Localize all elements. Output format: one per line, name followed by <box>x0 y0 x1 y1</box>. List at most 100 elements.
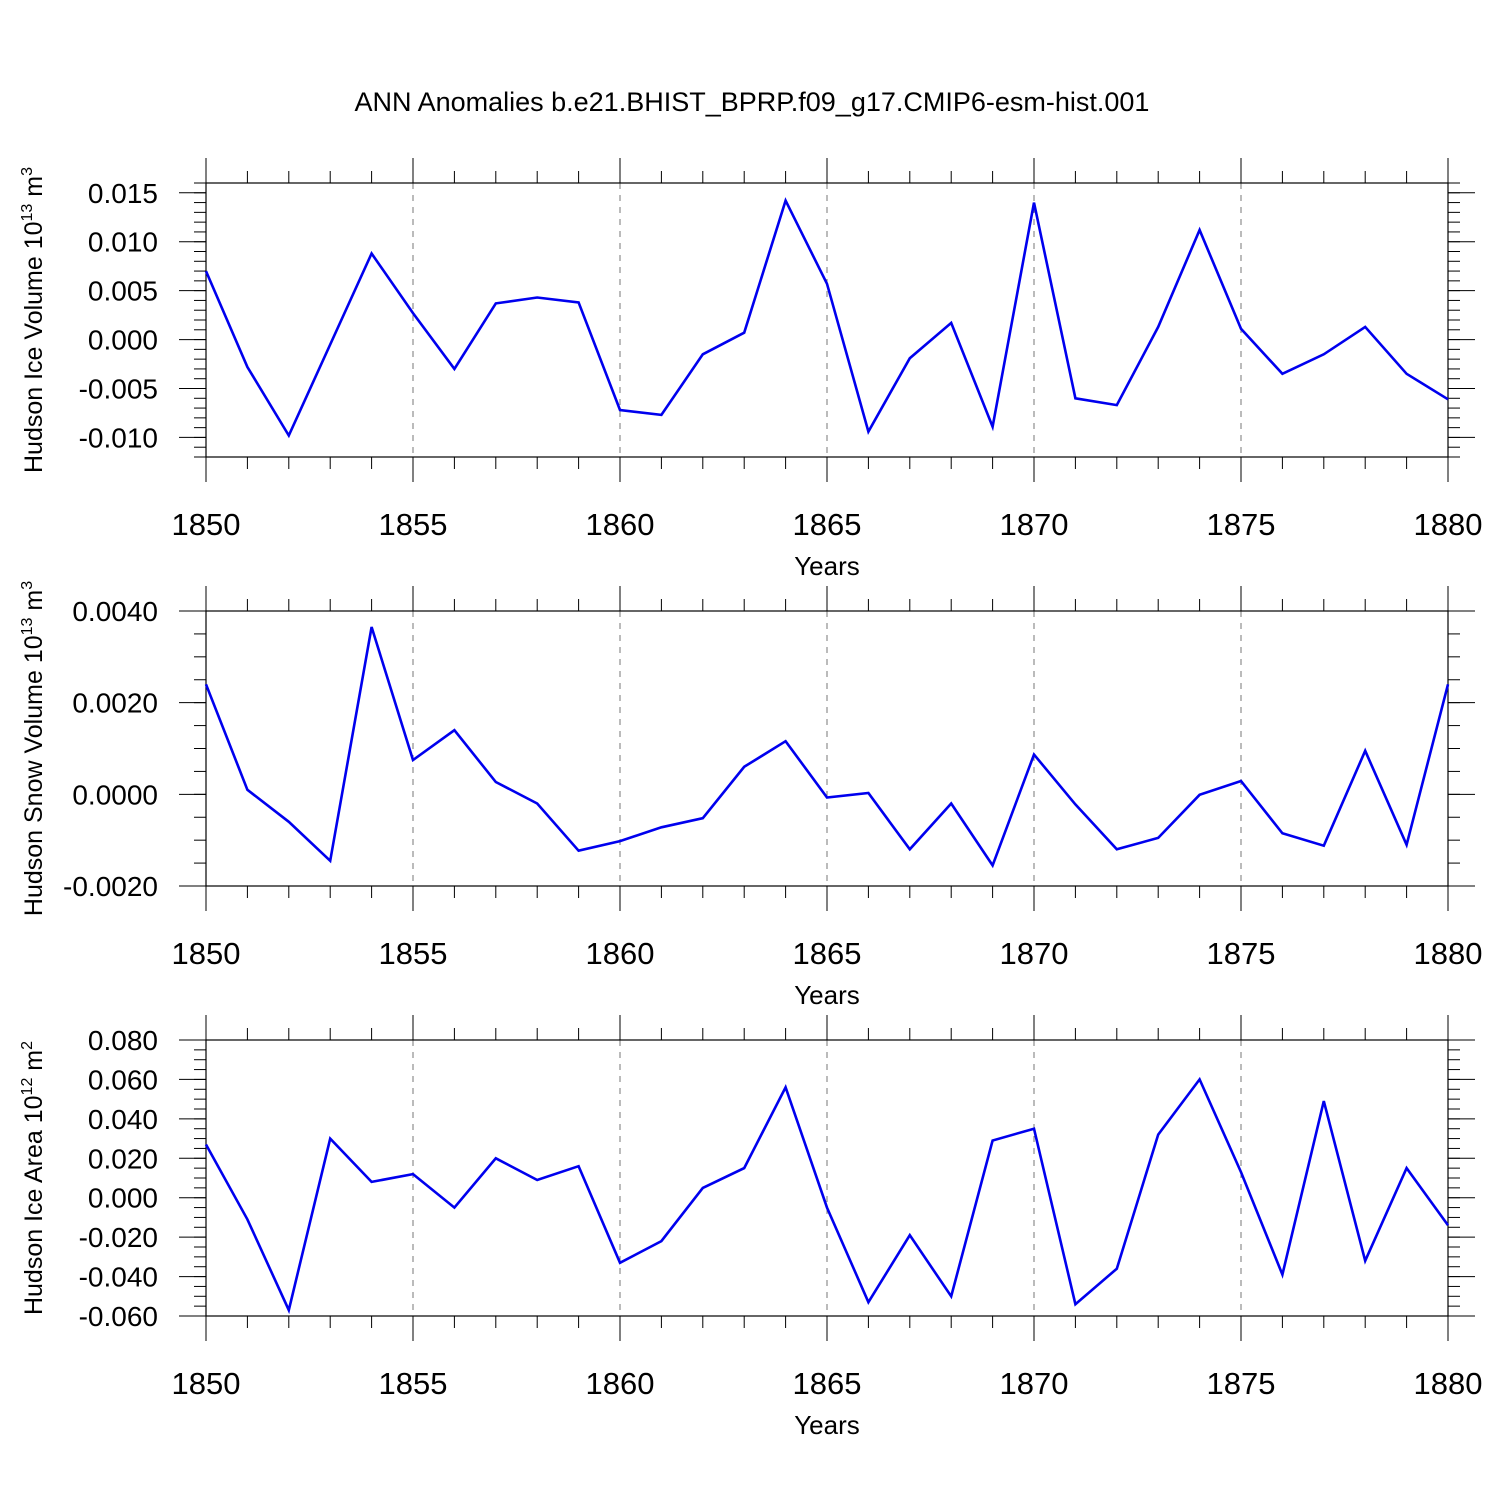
data-point <box>577 849 580 852</box>
data-point <box>867 430 870 433</box>
data-point <box>1323 844 1326 847</box>
data-point <box>1364 326 1367 329</box>
data-point <box>867 1301 870 1304</box>
x-tick-label: 1860 <box>586 507 655 542</box>
data-point <box>826 1206 829 1209</box>
data-point <box>453 368 456 371</box>
data-point <box>826 283 829 286</box>
data-point <box>743 331 746 334</box>
data-point <box>495 1157 498 1160</box>
data-point <box>619 840 622 843</box>
data-point <box>370 252 373 255</box>
x-tick-label: 1855 <box>379 936 448 971</box>
y-tick-label: 0.0040 <box>72 596 158 627</box>
chart-title: ANN Anomalies b.e21.BHIST_BPRP.f09_g17.C… <box>355 87 1150 117</box>
y-tick-label: 0.010 <box>88 227 158 258</box>
data-point <box>909 848 912 851</box>
x-tick-label: 1860 <box>586 936 655 971</box>
data-point <box>1405 373 1408 376</box>
data-point <box>743 766 746 769</box>
data-point <box>370 1181 373 1184</box>
y-axis-label: Hudson Snow Volume 1013 m3 <box>19 581 48 916</box>
data-point <box>1240 780 1243 783</box>
data-point <box>1116 848 1119 851</box>
data-point <box>1447 1224 1450 1227</box>
x-tick-label: 1855 <box>379 507 448 542</box>
data-point <box>660 1240 663 1243</box>
data-point <box>1198 1078 1201 1081</box>
data-point <box>702 1187 705 1190</box>
x-tick-label: 1870 <box>1000 936 1069 971</box>
data-point <box>1157 1133 1160 1136</box>
data-point <box>950 1295 953 1298</box>
data-point <box>660 826 663 829</box>
y-tick-label: 0.000 <box>88 1183 158 1214</box>
data-point <box>743 1167 746 1170</box>
x-tick-label: 1865 <box>793 1366 862 1401</box>
data-point <box>246 366 249 369</box>
y-tick-label: 0.0020 <box>72 688 158 719</box>
data-point <box>246 1218 249 1221</box>
data-point <box>784 740 787 743</box>
data-point <box>784 1086 787 1089</box>
x-axis-label: Years <box>794 980 860 1010</box>
y-tick-label: 0.040 <box>88 1104 158 1135</box>
data-point <box>1157 837 1160 840</box>
data-point <box>867 792 870 795</box>
data-point <box>619 1262 622 1265</box>
data-point <box>329 343 332 346</box>
data-point <box>1198 229 1201 232</box>
x-axis-label: Years <box>794 551 860 581</box>
data-point <box>1405 1167 1408 1170</box>
x-tick-label: 1850 <box>172 507 241 542</box>
data-point <box>1033 1127 1036 1130</box>
data-point <box>1116 404 1119 407</box>
x-tick-label: 1875 <box>1207 1366 1276 1401</box>
data-point <box>536 802 539 805</box>
data-point <box>1405 844 1408 847</box>
data-point <box>329 860 332 863</box>
data-point <box>1033 753 1036 756</box>
data-point <box>329 1137 332 1140</box>
data-point <box>205 683 208 686</box>
x-tick-label: 1850 <box>172 1366 241 1401</box>
x-tick-label: 1870 <box>1000 507 1069 542</box>
data-point <box>205 270 208 273</box>
data-point <box>1074 803 1077 806</box>
data-point <box>246 789 249 792</box>
y-tick-label: 0.080 <box>88 1025 158 1056</box>
data-point <box>784 199 787 202</box>
data-point <box>950 322 953 325</box>
y-tick-label: -0.0020 <box>63 871 158 902</box>
data-point <box>288 434 291 437</box>
data-point <box>991 1139 994 1142</box>
x-tick-label: 1870 <box>1000 1366 1069 1401</box>
data-point <box>1033 201 1036 204</box>
data-point <box>453 729 456 732</box>
data-point <box>536 1179 539 1182</box>
y-tick-label: -0.040 <box>79 1262 158 1293</box>
data-point <box>1364 1260 1367 1263</box>
data-point <box>453 1206 456 1209</box>
chart-panel-1: 0.015 0.010 0.005 0.000 -0.005 -0.010 1850 1855… <box>19 158 1482 581</box>
x-tick-label: 1860 <box>586 1366 655 1401</box>
y-axis-label: Hudson Ice Volume 1013 m3 <box>19 167 48 473</box>
data-point <box>1157 326 1160 329</box>
data-point <box>412 312 415 315</box>
data-point <box>370 626 373 629</box>
y-tick-label: -0.060 <box>79 1301 158 1332</box>
data-point <box>1447 398 1450 401</box>
y-tick-label: 0.015 <box>88 178 158 209</box>
data-point <box>1281 1273 1284 1276</box>
y-tick-label: 0.0000 <box>72 779 158 810</box>
data-point <box>288 821 291 824</box>
data-point <box>1240 328 1243 331</box>
y-tick-label: 0.060 <box>88 1064 158 1095</box>
chart-panel-2: 0.0040 0.0020 0.0000 -0.0020 1850 1855 1860 186… <box>19 581 1482 1010</box>
data-point <box>1116 1267 1119 1270</box>
data-point <box>1364 750 1367 753</box>
data-point <box>1074 1303 1077 1306</box>
data-point <box>1198 794 1201 797</box>
data-point <box>288 1309 291 1312</box>
